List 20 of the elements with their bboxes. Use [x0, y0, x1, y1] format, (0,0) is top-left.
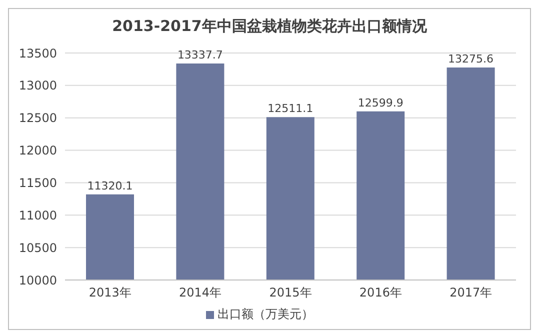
x-tick-label: 2016年: [359, 286, 402, 300]
data-label: 13275.6: [448, 52, 494, 66]
chart-title: 2013-2017年中国盆栽植物类花卉出口额情况: [111, 16, 428, 37]
x-tick-label: 2013年: [88, 286, 132, 300]
data-label: 13337.7: [177, 48, 223, 62]
y-tick-label: 13000: [18, 78, 57, 93]
data-label: 12599.9: [358, 96, 404, 110]
x-tick-label: 2015年: [269, 286, 312, 300]
data-label: 11320.1: [87, 179, 133, 192]
y-tick-label: 13500: [18, 46, 57, 60]
y-tick-label: 11500: [18, 176, 57, 190]
y-tick-label: 10000: [18, 273, 57, 288]
x-tick-label: 2017年: [450, 286, 492, 300]
legend-label: 出口额（万美元）: [218, 307, 314, 321]
y-tick-label: 12500: [18, 111, 57, 126]
x-tick-label: 2014年: [179, 286, 222, 300]
data-label: 12511.1: [268, 102, 314, 116]
y-tick-label: 11000: [18, 208, 57, 222]
y-tick-label: 12000: [18, 144, 57, 158]
y-tick-label: 10500: [18, 240, 57, 255]
